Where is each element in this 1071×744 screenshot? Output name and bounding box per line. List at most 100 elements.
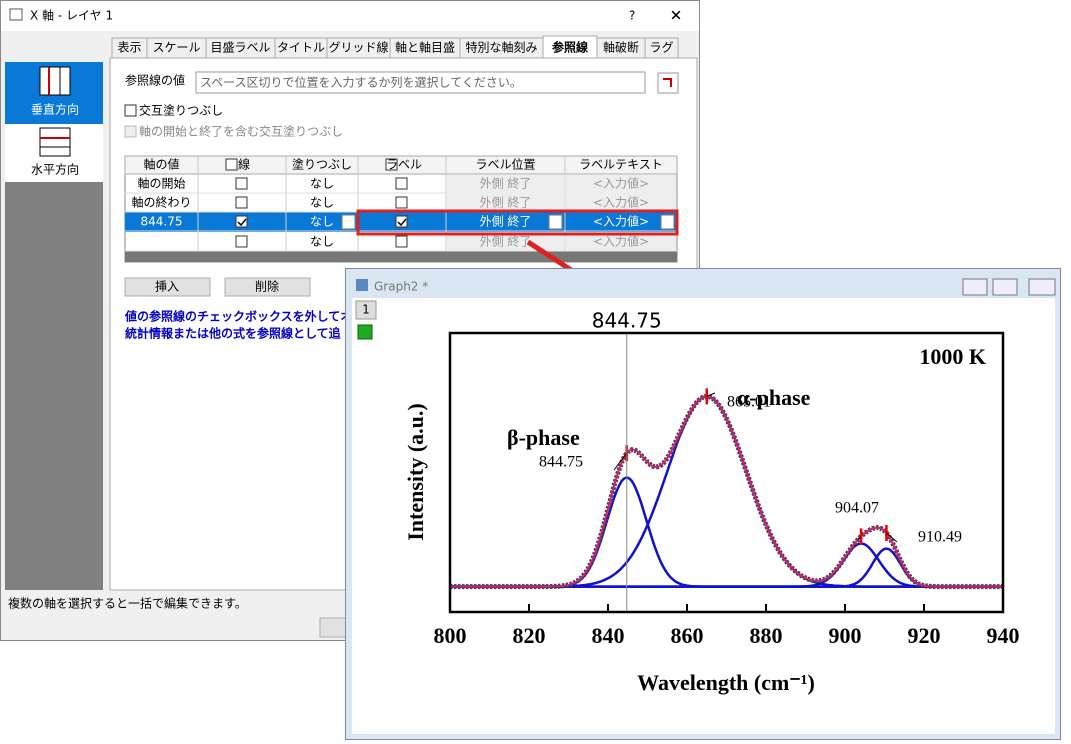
check-mark [237,218,247,227]
graph-page [352,298,1055,734]
cell [566,175,676,192]
close-button[interactable] [1028,278,1056,296]
dropdown[interactable] [660,214,675,230]
checkbox-label: 交互塗りつぶし [139,103,223,118]
note: 統計情報または他の式を参照線として追 [125,326,342,341]
table: 軸の値線塗りつぶし ラベル ラベル位置 ラベルテキスト軸の開始 なし 外側 終了 <入力値>… [124,155,678,263]
sidebar-item[interactable]: 水平方向 [31,162,79,177]
tab-label: グリッド線 [328,40,388,55]
sidebar-item[interactable]: 垂直方向 [31,102,79,117]
leader-line [857,536,862,541]
cell-text: なし [310,196,334,210]
cell-text: 外側 終了 [480,195,532,210]
fit-curve [450,395,1003,588]
delete-button[interactable] [224,277,311,297]
help-button[interactable]: ? [629,9,635,23]
tab-label: 軸と軸目盛 [395,40,455,55]
dropdown[interactable] [341,214,356,230]
cell-text: <入力値> [593,176,649,191]
dialog-title: X 軸 - レイヤ 1 [30,9,113,23]
tab-label: スケール [152,41,200,55]
horizontal-icon [39,127,71,157]
y-axis-title: Intensity (a.u.) [403,403,428,541]
vertical-icon [39,66,71,96]
plot-frame [448,331,1005,614]
x-tick-label: 920 [908,623,941,648]
layer-tab[interactable] [355,300,377,320]
checkbox[interactable] [235,196,248,209]
column-header: ラベル [386,158,422,172]
maximize-button[interactable] [992,278,1018,296]
checkbox[interactable] [225,158,238,171]
cell-text: <入力値> [593,214,649,229]
x-tick-label: 940 [987,623,1020,648]
cell-text: <入力値> [593,234,649,249]
cell-text: なし [310,177,334,191]
reference-label: 844.75 [592,309,662,333]
peak-label: 844.75 [539,454,583,471]
table-footer [125,251,677,262]
select-button[interactable] [657,72,679,94]
dropdown[interactable] [548,214,563,230]
peak-label: 904.07 [835,500,879,517]
checkbox[interactable] [395,235,408,248]
cell-text: 外側 終了 [480,176,532,191]
leader-line [886,532,898,543]
tab-label: 目盛ラベル [210,40,270,55]
cell-text: 軸の開始 [137,177,185,191]
phase-label: α-phase [737,385,811,410]
leader-line [613,452,628,471]
lock-icon [357,324,373,340]
x-tick-label: 860 [671,623,704,648]
button-label: 削除 [255,279,279,294]
column-header: 塗りつぶし [292,157,352,172]
cell-text: 軸の終わり [131,195,191,210]
cell-text: <入力値> [593,195,649,210]
status-bar: 複数の軸を選択すると一括で編集できます。 [8,596,247,611]
cell-text: 外側 終了 [480,234,532,249]
insert-button[interactable] [124,277,211,297]
peak-label: 910.49 [918,529,962,546]
graph-icon [356,279,368,291]
graph-title: Graph2 * [374,280,428,294]
x-tick-label: 800 [434,623,467,648]
cell [447,175,564,192]
chart: 844.75 865.01 904.07 910.49 844.75 800 820 840 8… [403,309,1019,696]
minimize-button[interactable] [962,278,988,296]
checkbox[interactable] [385,158,398,171]
column-header: 軸の値 [143,157,179,172]
cell [566,233,676,250]
x-tick-label: 900 [829,623,862,648]
dialog-titlebar [1,1,699,31]
checkbox[interactable] [395,215,408,228]
table-header [124,155,678,175]
checkbox[interactable] [395,177,408,190]
checkbox[interactable] [235,235,248,248]
tab-label: タイトル [277,41,325,55]
annotation: 1000 K [919,344,986,369]
cell-text: なし [310,215,334,229]
x-tick-label: 840 [592,623,625,648]
tab-label: 軸破断 [603,40,639,55]
checkbox[interactable] [235,177,248,190]
checkbox-label: 軸の開始と終了を含む交互塗りつぶし [139,124,343,139]
checkbox[interactable] [235,215,248,228]
cell [447,194,564,211]
x-tick-label: 880 [750,623,783,648]
tab-label: 表示 [117,41,141,55]
check-mark [397,218,407,227]
x-tick-label: 820 [513,623,546,648]
button-label: 挿入 [155,280,179,294]
checkbox[interactable] [395,196,408,209]
checkbox[interactable] [124,104,137,117]
x-axis-title: Wavelength (cm⁻¹) [637,670,815,695]
tab-label: 参照線 [552,40,588,55]
close-button[interactable]: ✕ [670,7,683,25]
value-input[interactable] [195,71,646,94]
cell-text: なし [310,235,334,249]
layer-number: 1 [362,303,370,317]
dialog-icon [9,8,23,21]
cell-text: 外側 終了 [480,214,532,229]
peak-label: 865.01 [727,394,771,411]
